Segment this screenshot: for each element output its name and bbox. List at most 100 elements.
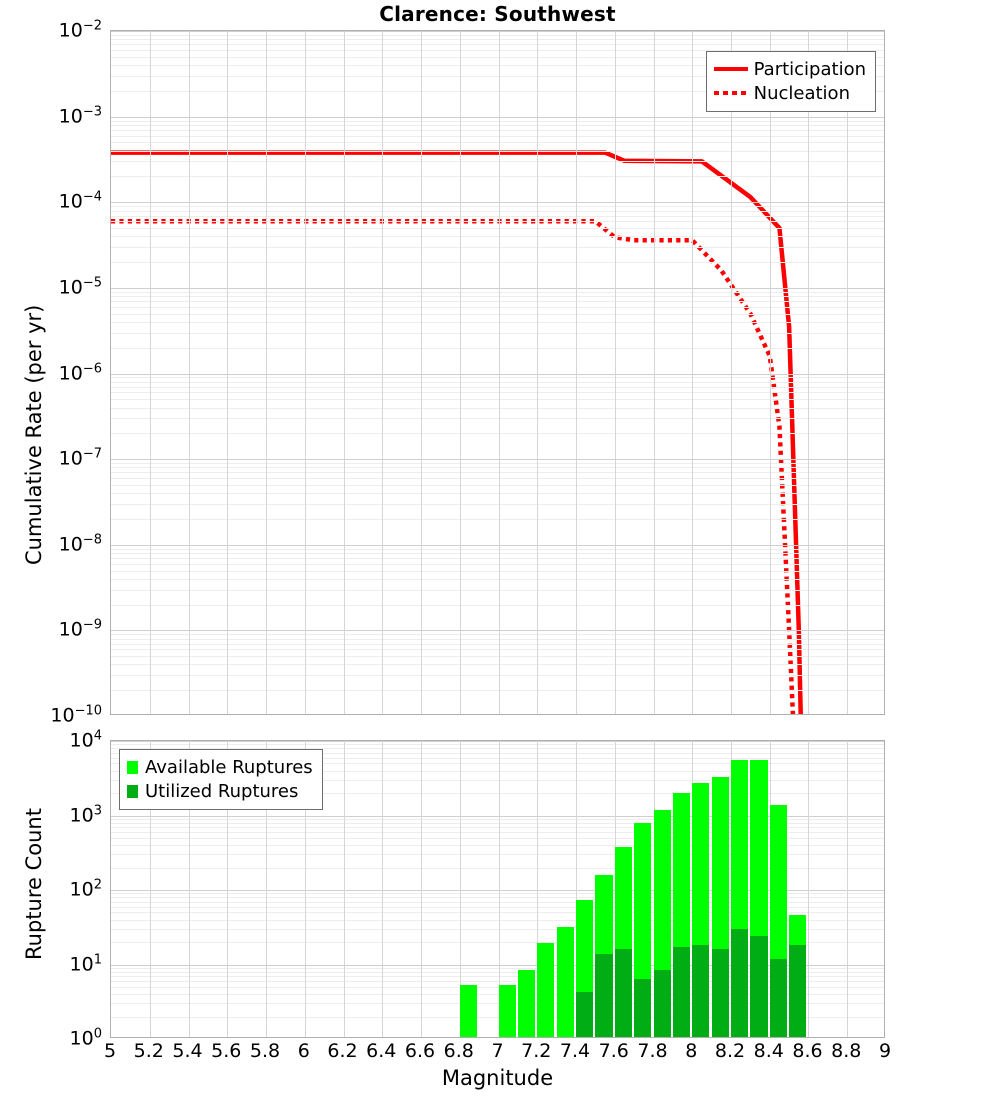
y-tick-label: 10−3	[58, 103, 102, 128]
bar-available-ruptures	[498, 984, 516, 1037]
gridline-vertical	[460, 31, 461, 714]
gridline-major	[111, 117, 884, 118]
x-tick-label: 5.4	[172, 1040, 203, 1062]
gridline-vertical	[576, 31, 577, 714]
gridline-minor	[111, 216, 884, 217]
gridline-vertical	[305, 31, 306, 714]
gridline-vertical	[150, 31, 151, 714]
gridline-vertical	[731, 31, 732, 714]
gridline-minor	[111, 987, 884, 988]
gridline-minor	[111, 333, 884, 334]
gridline-vertical	[266, 31, 267, 714]
bar-utilized-ruptures	[711, 949, 729, 1037]
x-tick-label: 5	[103, 1040, 117, 1062]
gridline-vertical	[150, 741, 151, 1037]
gridline-minor	[111, 744, 884, 745]
gridline-minor	[111, 493, 884, 494]
x-tick-label: 8	[685, 1040, 698, 1062]
gridline-minor	[111, 571, 884, 572]
gridline-major	[111, 890, 884, 891]
legend-item-utilized-ruptures[interactable]: Utilized Ruptures	[127, 779, 313, 803]
gridline-minor	[111, 793, 884, 794]
cumulative-rate-panel: Participation Nucleation	[110, 30, 885, 715]
gridline-vertical	[382, 31, 383, 714]
bar-utilized-ruptures	[750, 935, 768, 1037]
gridline-minor	[111, 553, 884, 554]
gridline-minor	[111, 558, 884, 559]
x-axis-title: Magnitude	[441, 1066, 554, 1090]
bar-utilized-ruptures	[576, 992, 594, 1037]
gridline-minor	[111, 639, 884, 640]
legend-item-available-ruptures[interactable]: Available Ruptures	[127, 755, 313, 779]
y-tick-label: 10−7	[58, 446, 102, 470]
x-tick-label: 6.2	[327, 1040, 358, 1062]
bottom-y-tick-labels: 100 101 102 103 104	[30, 728, 102, 1049]
gridline-vertical	[499, 741, 500, 1037]
y-tick-label: 101	[69, 951, 102, 976]
gridline-minor	[111, 838, 884, 839]
bar-utilized-ruptures	[614, 949, 632, 1037]
gridline-minor	[111, 382, 884, 383]
gridline-minor	[111, 50, 884, 51]
gridline-minor	[111, 763, 884, 764]
gridline-minor	[111, 675, 884, 676]
y-tick-label: 10−10	[50, 703, 102, 727]
legend-item-participation[interactable]: Participation	[713, 57, 866, 81]
gridline-minor	[111, 780, 884, 781]
bar-available-ruptures	[537, 943, 555, 1037]
gridline-minor	[111, 902, 884, 903]
x-tick-label: 7	[491, 1040, 504, 1062]
page-title: Clarence: Southwest	[379, 2, 616, 26]
gridline-minor	[111, 65, 884, 66]
y-tick-label: 10−4	[58, 189, 102, 213]
gridline-minor	[111, 307, 884, 308]
gridline-vertical	[421, 31, 422, 714]
gridline-minor	[111, 39, 884, 40]
gridline-minor	[111, 758, 884, 759]
gridline-minor	[111, 408, 884, 409]
gridline-vertical	[189, 31, 190, 714]
gridline-minor	[111, 392, 884, 393]
gridline-vertical	[576, 741, 577, 1037]
gridline-minor	[111, 348, 884, 349]
gridline-vertical	[344, 741, 345, 1037]
x-tick-label: 6.8	[443, 1040, 474, 1062]
gridline-vertical	[847, 31, 848, 714]
gridline-minor	[111, 942, 884, 943]
y-tick-label: 104	[69, 728, 102, 752]
gridline-minor	[111, 485, 884, 486]
gridline-minor	[111, 467, 884, 468]
gridline-minor	[111, 1003, 884, 1004]
y-tick-label: 10−2	[58, 18, 102, 42]
x-tick-label: 5.8	[249, 1040, 281, 1062]
gridline-minor	[111, 301, 884, 302]
solid-line-icon	[713, 67, 748, 71]
gridline-minor	[111, 920, 884, 921]
gridline-minor	[111, 994, 884, 995]
top-y-axis-title: Cumulative Rate (per yr)	[22, 304, 46, 565]
gridline-major	[111, 545, 884, 546]
gridline-major	[111, 816, 884, 817]
gridline-minor	[111, 322, 884, 323]
legend-label-utilized: Utilized Ruptures	[145, 780, 299, 802]
gridline-vertical	[808, 741, 809, 1037]
gridline-minor	[111, 972, 884, 973]
gridline-minor	[111, 130, 884, 131]
x-tick-label: 7.6	[598, 1040, 629, 1062]
gridline-minor	[111, 893, 884, 894]
gridline-minor	[111, 228, 884, 229]
legend-item-nucleation[interactable]: Nucleation	[713, 81, 866, 105]
x-tick-label: 6.6	[404, 1040, 436, 1062]
gridline-minor	[111, 912, 884, 913]
bar-utilized-ruptures	[769, 959, 787, 1037]
bar-utilized-ruptures	[731, 929, 749, 1037]
x-tick-label: 8.8	[831, 1040, 862, 1062]
gridline-minor	[111, 399, 884, 400]
gridline-major	[111, 374, 884, 375]
gridline-minor	[111, 549, 884, 550]
gridline-minor	[111, 832, 884, 833]
bar-utilized-ruptures	[789, 945, 807, 1037]
gridline-vertical	[615, 31, 616, 714]
gridline-minor	[111, 1017, 884, 1018]
